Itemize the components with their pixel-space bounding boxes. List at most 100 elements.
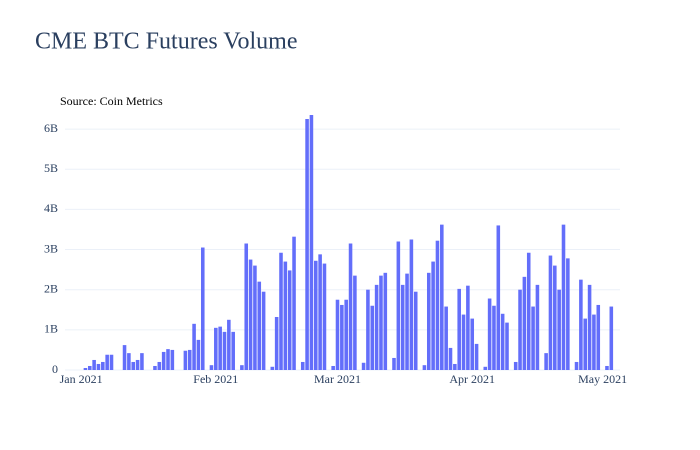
bar (200, 247, 205, 370)
bar (279, 252, 283, 370)
bar (535, 284, 540, 370)
bar (500, 313, 505, 370)
bar (566, 258, 570, 370)
bar (131, 361, 136, 370)
bar (609, 306, 614, 370)
bar (309, 115, 314, 370)
bar (440, 224, 444, 370)
bar (531, 306, 535, 370)
bar (283, 261, 288, 370)
bar (370, 305, 375, 370)
bar (161, 351, 166, 370)
bar (396, 241, 401, 370)
bar (335, 299, 340, 370)
bar (492, 305, 496, 370)
bar (409, 239, 414, 370)
x-tick-label: Jan 2021 (60, 372, 103, 386)
bar (192, 323, 196, 370)
bar (379, 275, 383, 370)
bar (553, 265, 557, 370)
bar (196, 339, 201, 370)
bar (170, 349, 175, 370)
y-tick-label: 2B (44, 281, 58, 295)
bar (431, 261, 435, 370)
bar (231, 331, 235, 370)
x-tick-label: Feb 2021 (193, 372, 238, 386)
y-tick-label: 6B (44, 121, 58, 135)
bar (548, 255, 553, 370)
bar (461, 314, 466, 370)
bar (361, 362, 366, 370)
bar (435, 240, 440, 370)
bar (109, 354, 114, 370)
bar (444, 306, 448, 370)
bar (105, 354, 109, 370)
bar (240, 365, 244, 370)
chart-title: CME BTC Futures Volume (35, 29, 297, 55)
bar (513, 361, 518, 370)
bar (287, 270, 292, 370)
x-tick-label: May 2021 (578, 372, 627, 386)
bar (587, 284, 592, 370)
bar (300, 361, 305, 370)
x-tick-label: Apr 2021 (449, 372, 495, 386)
y-tick-label: 0 (52, 362, 58, 376)
bar (227, 319, 231, 370)
bar (448, 347, 453, 370)
bar (592, 314, 596, 370)
bar (122, 345, 127, 370)
y-tick-label: 1B (44, 322, 58, 336)
bar (101, 361, 105, 370)
bar (218, 326, 222, 370)
bar (214, 327, 218, 370)
bar (483, 366, 488, 370)
chart-subtitle: Source: Coin Metrics (60, 94, 163, 108)
bar (405, 273, 409, 370)
y-tick-label: 5B (44, 161, 58, 175)
bar (470, 318, 475, 370)
bar (83, 367, 88, 370)
bar (248, 259, 253, 370)
bar (374, 284, 379, 370)
bar (166, 349, 170, 370)
bar (244, 243, 249, 370)
bar (209, 365, 214, 370)
bar (453, 363, 457, 370)
x-tick-label: Mar 2021 (314, 372, 361, 386)
bar (318, 254, 322, 370)
bar (331, 365, 335, 370)
bar (305, 119, 309, 370)
bar (596, 304, 601, 370)
bar (583, 318, 588, 370)
bar (496, 225, 501, 370)
bar (474, 343, 479, 370)
bar (487, 298, 492, 370)
bar (135, 359, 140, 370)
bar (392, 357, 396, 370)
bar (92, 359, 96, 370)
bar (340, 304, 344, 370)
bar (87, 365, 92, 370)
bar (505, 322, 509, 370)
bar (183, 350, 188, 370)
bar (353, 275, 357, 370)
bar (96, 363, 101, 370)
bar (140, 353, 144, 370)
bar (579, 279, 583, 370)
bar (322, 263, 327, 370)
bar (187, 349, 192, 370)
bar (292, 236, 296, 370)
bar (366, 289, 370, 370)
bar (348, 243, 353, 370)
bar (557, 289, 561, 370)
bar (400, 284, 405, 370)
y-tick-label: 4B (44, 201, 58, 215)
bar (344, 299, 348, 370)
bar (222, 331, 227, 370)
bar (561, 224, 566, 370)
bar (153, 365, 157, 370)
bar (518, 289, 522, 370)
bar (383, 272, 388, 370)
bar (127, 353, 131, 370)
